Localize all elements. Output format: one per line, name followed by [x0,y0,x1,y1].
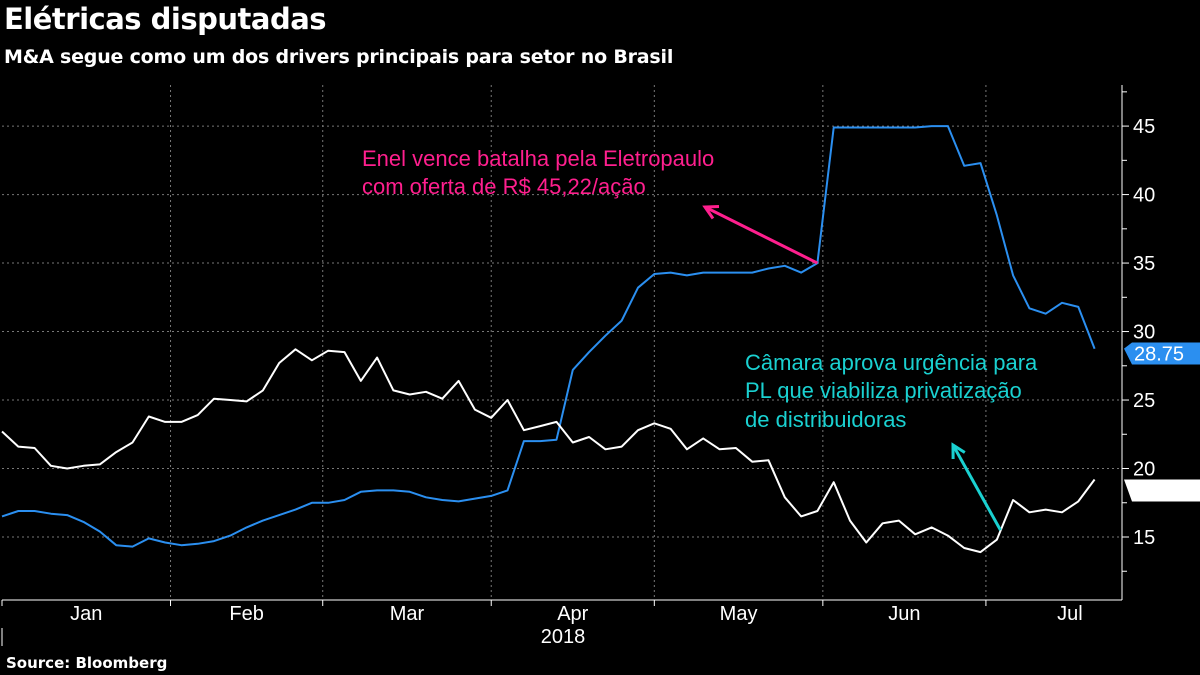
chart-subtitle: M&A segue como um dos drivers principais… [4,46,674,68]
chart-title: Elétricas disputadas [4,2,327,36]
last-value-label: 19.20 [1134,481,1184,503]
y-tick-label: 15 [1133,527,1155,549]
annotation-enel-line-1: Enel vence batalha pela Eletropaulo [362,146,714,171]
x-tick-label: Mar [390,603,425,625]
annotations: Enel vence batalha pela Eletropaulo com … [362,146,1038,531]
arrow-head-icon [702,205,720,220]
arrow-shaft [704,205,819,265]
arrow-shaft [951,444,1002,531]
last-value-tag-0: 28.75 [1124,342,1200,366]
x-tick-label: May [720,603,758,625]
x-tick-label: Feb [229,603,263,625]
y-tick-label: 45 [1133,116,1155,138]
y-tick-label: 20 [1133,459,1155,481]
source-label: Source: Bloomberg [6,654,168,672]
annotation-camara-line-2: PL que viabiliza privatização [745,378,1022,403]
annotation-camara-line-3: de distribuidoras [745,407,906,432]
x-tick-label: Jul [1057,603,1083,625]
series-lines [1,125,1096,554]
y-tick-label: 40 [1133,185,1155,207]
last-value-label: 28.75 [1134,344,1184,366]
y-tick-label: 30 [1133,322,1155,344]
x-tick-label: Jan [70,603,102,625]
annotation-camara-line-1: Câmara aprova urgência para [745,350,1038,375]
y-tick-label: 25 [1133,390,1155,412]
annotation-enel-line-2: com oferta de R$ 45,22/ação [362,174,646,199]
annotation-enel-arrow [702,205,819,265]
x-tick-label: Apr [557,603,588,625]
series-line-0 [1,125,1096,548]
x-axis-year-label: 2018 [541,626,586,648]
last-value-tag-1: 19.20 [1124,479,1200,503]
annotation-camara-arrow [951,442,1002,531]
last-value-tag-bg [1124,342,1200,365]
arrow-head-icon [951,442,966,460]
gridlines [2,85,1122,600]
last-value-tag-bg [1124,479,1200,502]
axes: 15 20 25 30 35 40 45 Jan Feb Mar Apr May Jun Jul 28.75… [1,85,1200,625]
series-line-1 [1,348,1096,554]
x-tick-label: Jun [888,603,920,625]
y-tick-label: 35 [1133,253,1155,275]
